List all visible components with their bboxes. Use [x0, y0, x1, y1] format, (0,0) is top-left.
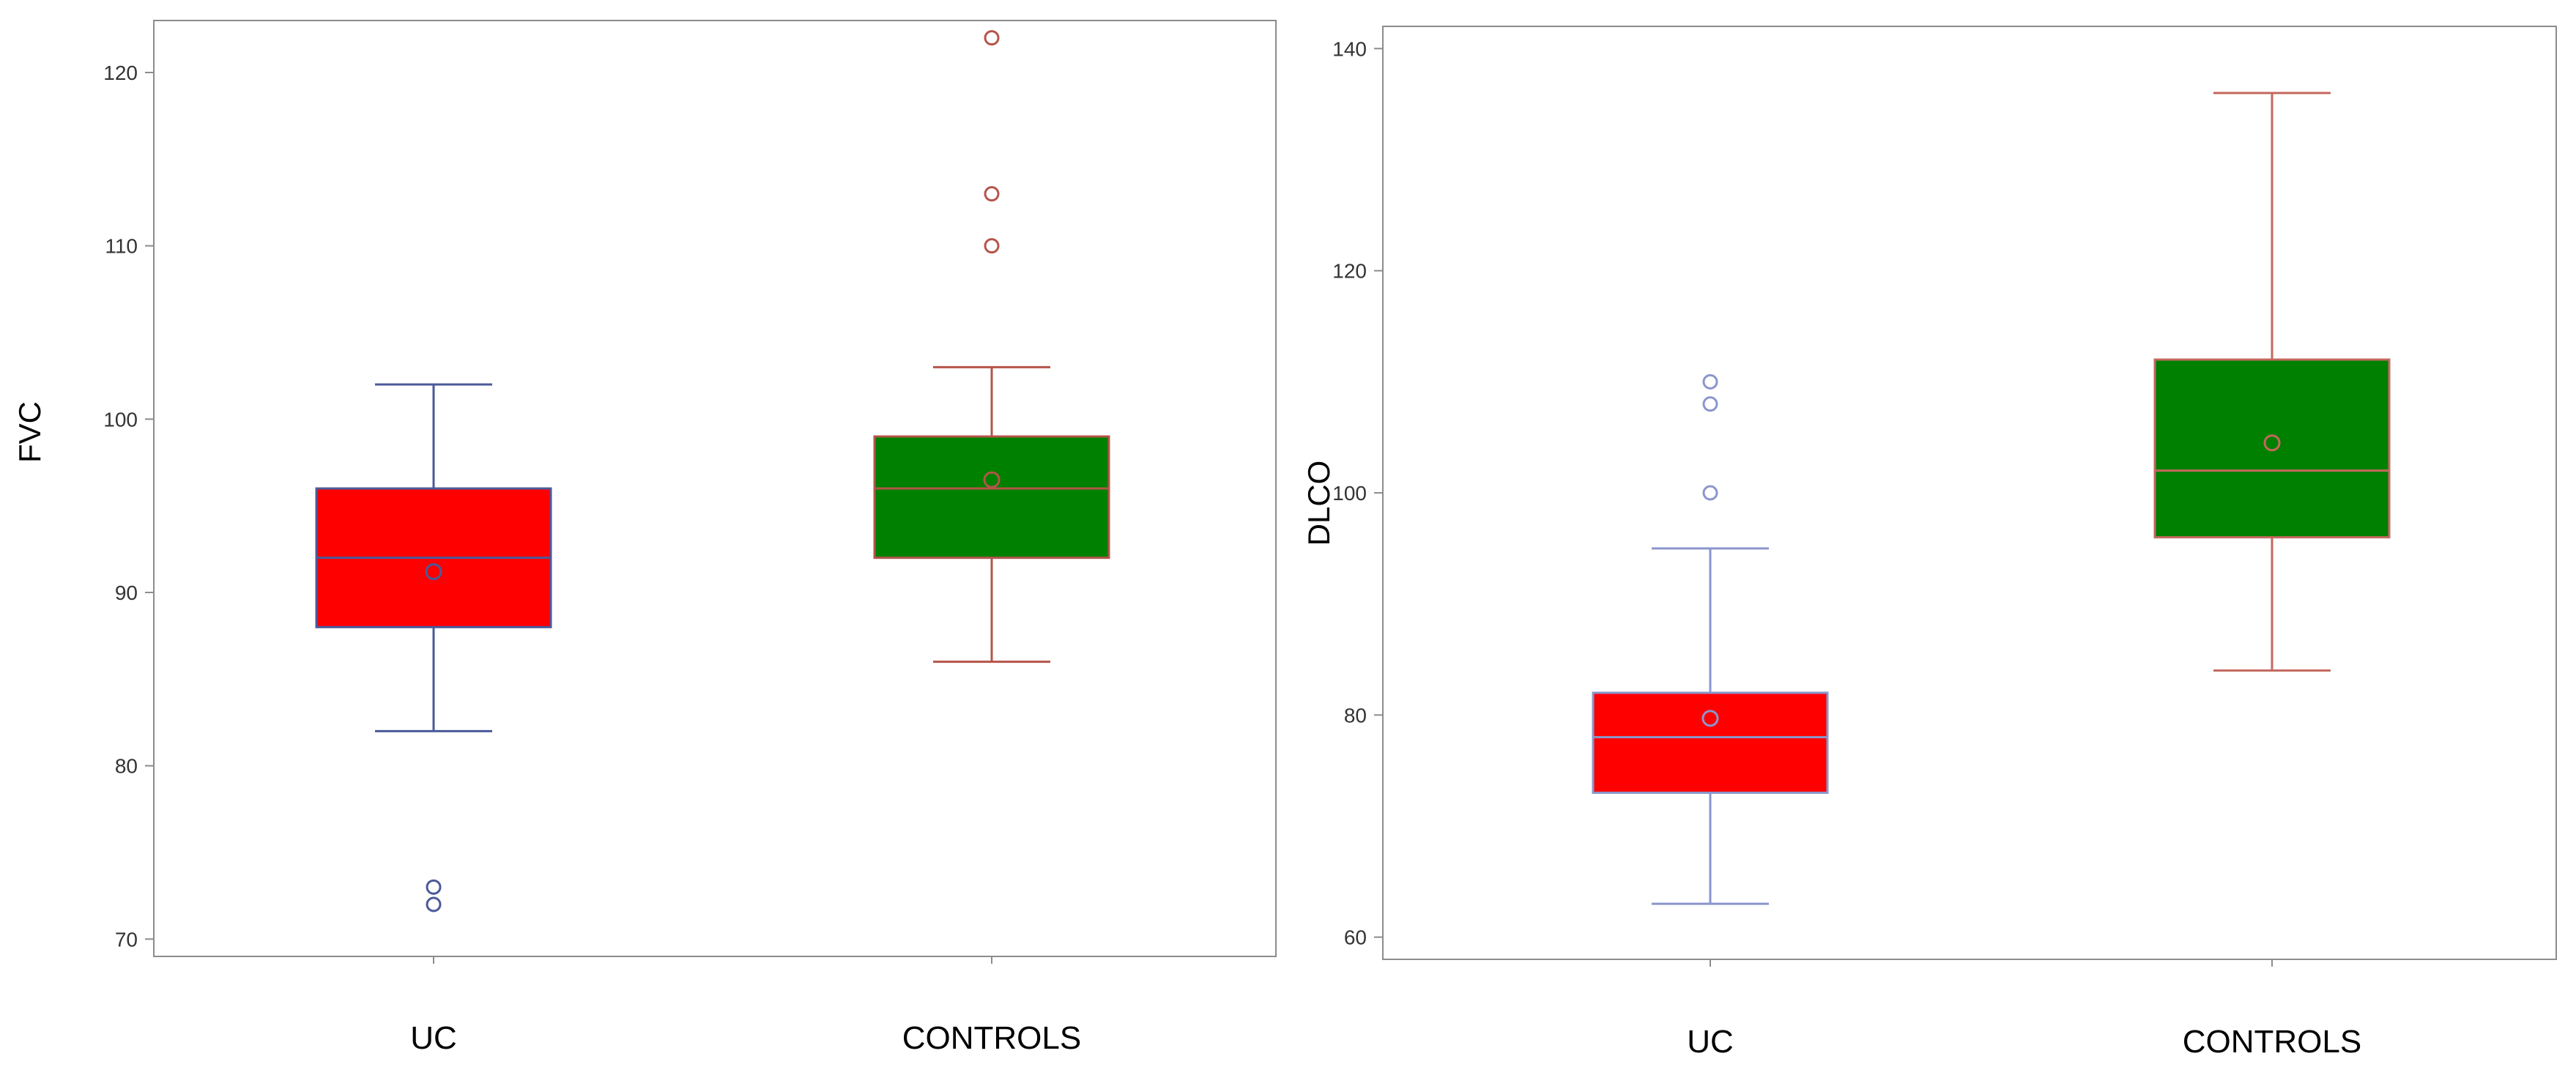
category-label: CONTROLS [902, 1020, 1081, 1056]
outlier-point [426, 879, 442, 895]
outlier-point [1702, 396, 1718, 412]
box-uc: UC [1592, 373, 1829, 1060]
plot-frame [153, 20, 1277, 957]
y-axis-title: FVC [12, 401, 47, 463]
mean-marker [2263, 434, 2281, 452]
dlco-boxplot-panel: 60 80 100 120 140 DLCO UC CONTROLS [1302, 26, 2557, 1060]
outlier-point [984, 30, 1000, 46]
y-tick-label: 60 [1344, 926, 1367, 949]
outlier-point [984, 238, 1000, 254]
outlier-point [1702, 485, 1718, 501]
y-tick-label: 100 [1332, 482, 1367, 505]
category-label: UC [410, 1020, 457, 1056]
y-tick-label: 120 [1332, 260, 1367, 283]
y-tick-label: 110 [105, 235, 138, 258]
mean-marker [1701, 710, 1719, 727]
y-tick-label: 120 [103, 62, 138, 84]
box-controls: CONTROLS [873, 30, 1110, 1056]
iqr-box [1592, 691, 1829, 794]
y-tick-label: 80 [115, 755, 138, 778]
y-tick-label: 100 [103, 408, 138, 431]
fvc-boxplot-panel: 70 80 90 100 110 120 FVC UC CONTROLS [12, 20, 1277, 1056]
box-controls: CONTROLS [2153, 92, 2391, 1060]
y-axis-title: DLCO [1302, 461, 1336, 546]
box-uc: UC [315, 383, 552, 1056]
outlier-point [426, 896, 442, 912]
category-label: CONTROLS [2183, 1024, 2361, 1060]
iqr-box [2153, 358, 2391, 539]
y-tick-label: 70 [115, 928, 138, 951]
y-tick-label: 80 [1344, 704, 1367, 726]
category-label: UC [1687, 1024, 1734, 1060]
iqr-box [873, 435, 1110, 559]
outlier-point [984, 186, 1000, 202]
mean-marker [425, 563, 442, 581]
outlier-point [1702, 373, 1718, 390]
mean-marker [983, 471, 1001, 488]
y-tick-label: 140 [1332, 37, 1367, 60]
y-tick-label: 90 [115, 581, 138, 604]
